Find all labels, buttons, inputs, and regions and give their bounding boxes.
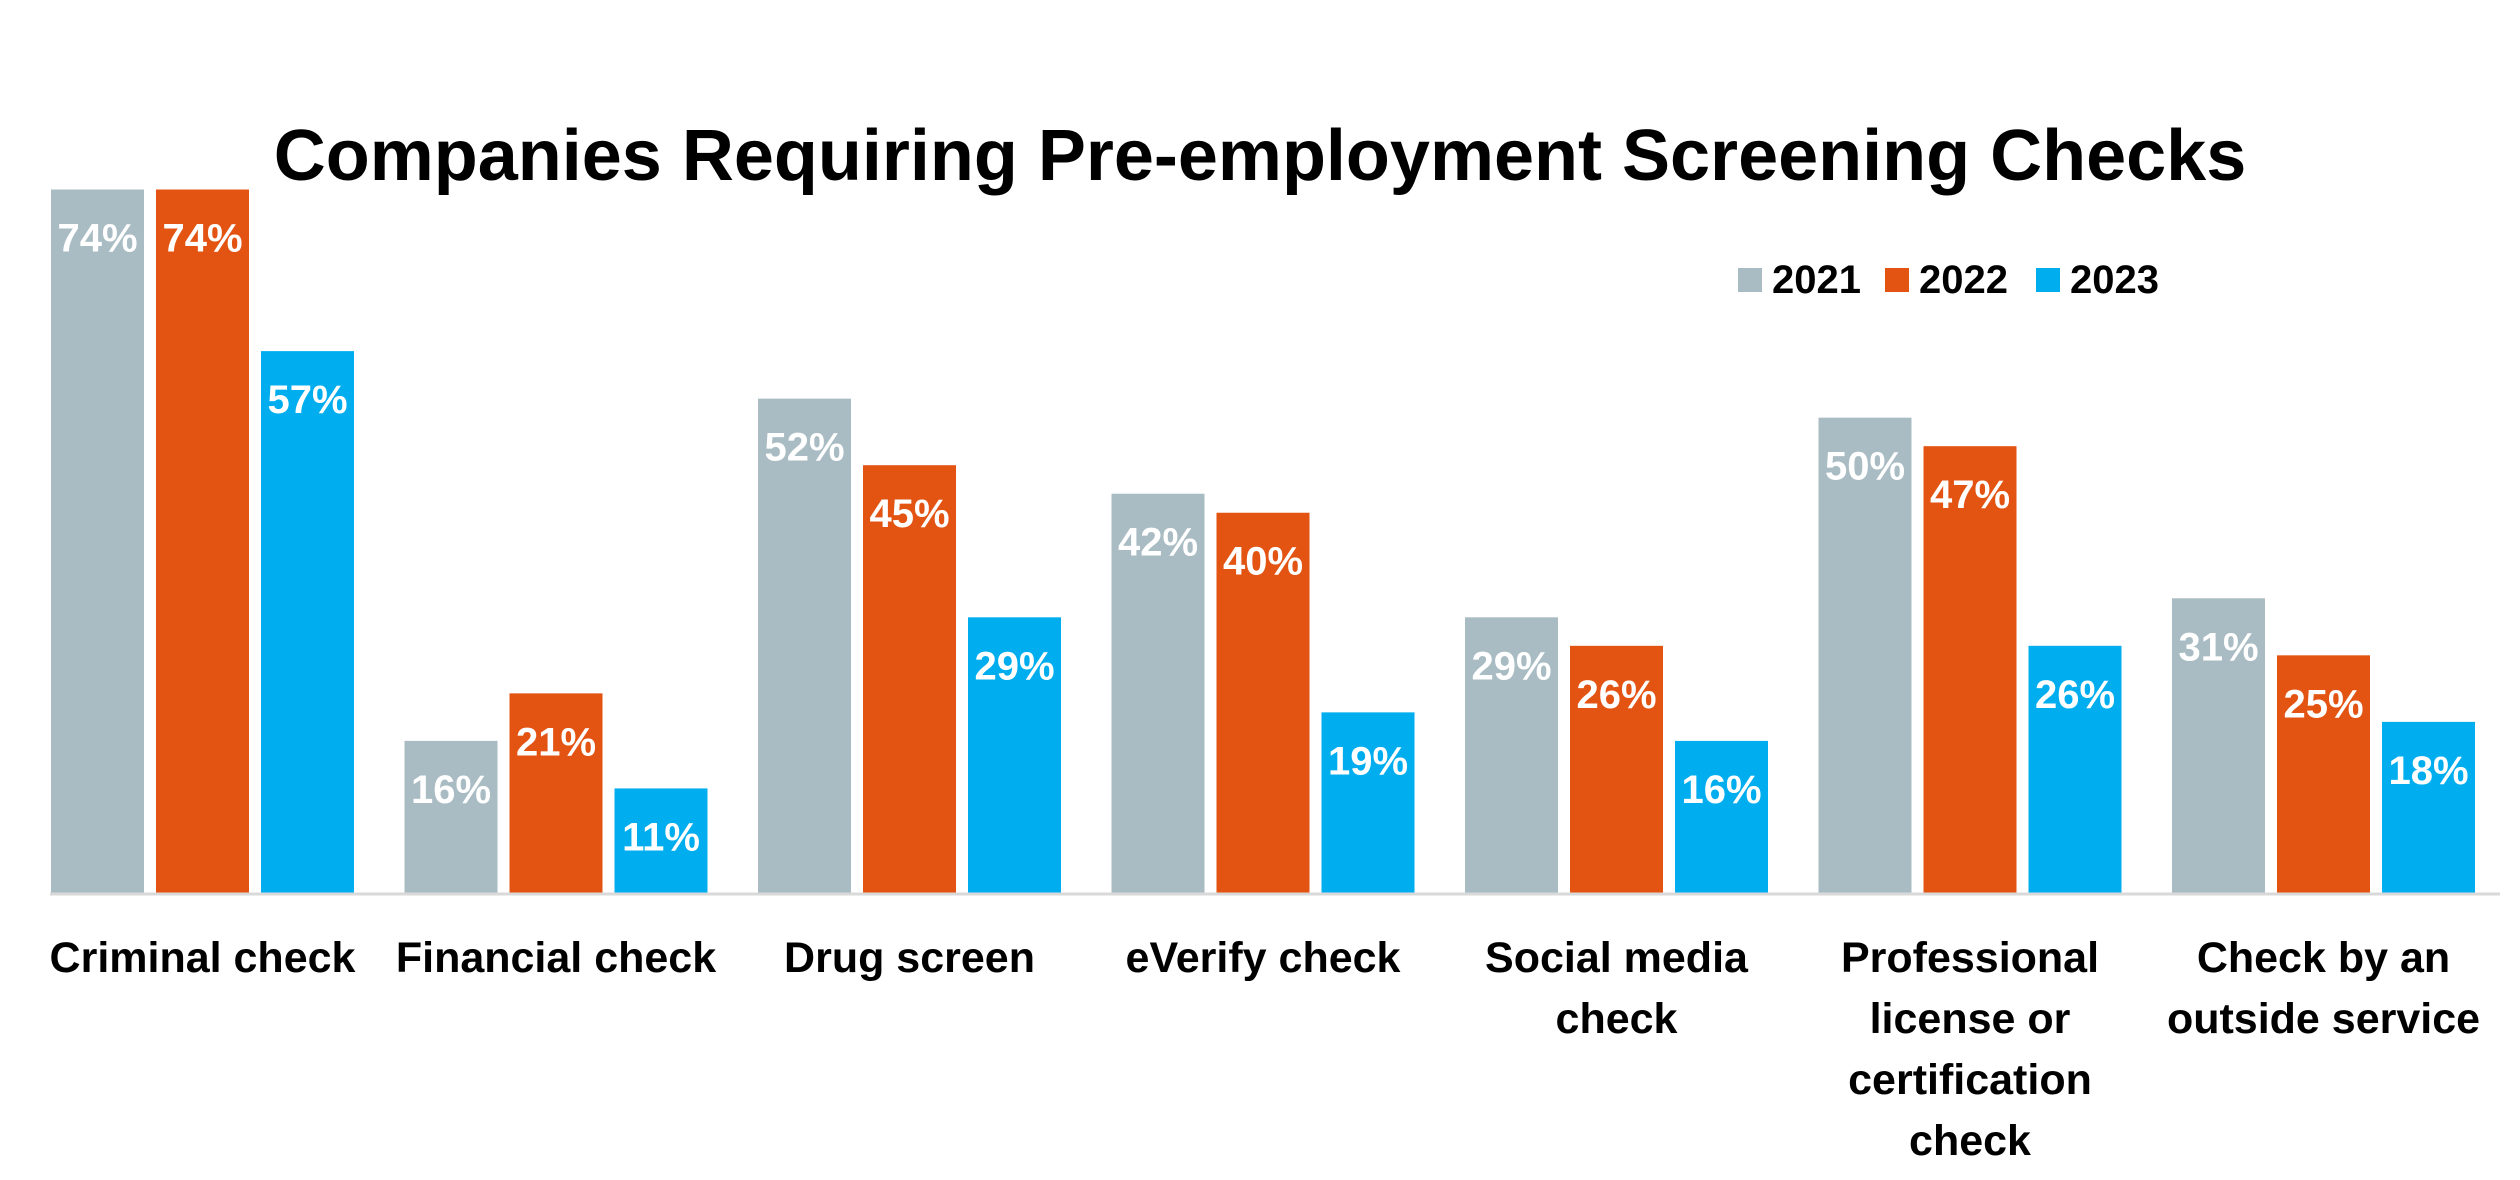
chart-title: Companies Requiring Pre-employment Scree… — [274, 116, 2247, 196]
data-label-2021-1: 16% — [411, 768, 491, 812]
bars-group — [51, 189, 2475, 894]
category-label-5-line-0: Professional — [1841, 934, 2099, 982]
bar-2021-6 — [2172, 598, 2265, 893]
bar-2023-4 — [1675, 740, 1768, 893]
data-label-2022-5: 47% — [1930, 473, 2010, 517]
bar-2021-0 — [51, 189, 144, 894]
data-label-2021-3: 42% — [1118, 521, 1198, 565]
bar-2023-1 — [614, 788, 708, 893]
data-labels-group: 74% 74% 57% 16% 21% 11% 52% 45% 29% 42% 40% 19% 29% 2… — [57, 217, 2468, 860]
bar-2022-3 — [1216, 512, 1310, 893]
bar-2022-4 — [1570, 645, 1663, 893]
data-label-2023-0: 57% — [267, 378, 347, 422]
bar-2023-6 — [2382, 721, 2475, 893]
bar-2021-2 — [758, 398, 851, 893]
data-label-2023-6: 18% — [2388, 749, 2468, 793]
legend-label-2022: 2022 — [1919, 258, 2008, 302]
bar-2022-6 — [2277, 655, 2370, 893]
category-labels-group: Criminal check Financial check Drug screen… — [50, 934, 2481, 1165]
bar-2023-0 — [261, 351, 354, 893]
category-label-1-line-0: Financial check — [396, 934, 716, 982]
legend-label-2023: 2023 — [2070, 258, 2159, 302]
category-label-4-line-1: check — [1556, 995, 1678, 1043]
data-label-2022-1: 21% — [516, 720, 596, 764]
data-label-2022-6: 25% — [2283, 682, 2363, 726]
legend-swatch-2021 — [1738, 268, 1762, 292]
bar-2021-3 — [1111, 493, 1205, 893]
category-label-0-line-0: Criminal check — [50, 934, 356, 982]
bar-2022-2 — [863, 465, 956, 893]
data-label-2021-6: 31% — [2178, 625, 2258, 669]
legend-swatch-2023 — [2036, 268, 2060, 292]
data-label-2022-2: 45% — [869, 492, 949, 536]
bar-2022-0 — [156, 189, 249, 894]
data-label-2023-4: 16% — [1681, 768, 1761, 812]
data-label-2023-5: 26% — [2035, 673, 2115, 717]
bar-2022-1 — [509, 693, 603, 893]
data-label-2023-2: 29% — [974, 644, 1054, 688]
category-label-3-line-0: eVerify check — [1126, 934, 1401, 982]
data-label-2022-0: 74% — [162, 217, 242, 261]
category-label-5-line-1: license or — [1870, 995, 2071, 1043]
bar-2022-5 — [1923, 446, 2017, 893]
bar-2021-1 — [404, 740, 498, 893]
category-label-6-line-1: outside service — [2167, 995, 2480, 1043]
category-label-2-line-0: Drug screen — [784, 934, 1035, 982]
data-label-2023-1: 11% — [622, 815, 700, 859]
legend-label-2021: 2021 — [1772, 258, 1861, 302]
bar-2023-2 — [968, 617, 1061, 893]
bar-2023-5 — [2028, 645, 2122, 893]
category-label-5-line-3: check — [1909, 1117, 2031, 1165]
data-label-2022-3: 40% — [1223, 540, 1303, 584]
data-label-2021-5: 50% — [1825, 445, 1905, 489]
data-label-2021-0: 74% — [57, 217, 137, 261]
bar-2021-5 — [1818, 417, 1912, 893]
bar-2021-4 — [1465, 617, 1558, 893]
data-label-2023-3: 19% — [1328, 739, 1408, 783]
data-label-2022-4: 26% — [1576, 673, 1656, 717]
data-label-2021-4: 29% — [1471, 644, 1551, 688]
legend-swatch-2022 — [1885, 268, 1909, 292]
legend: 2021 2022 2023 — [1738, 258, 2159, 302]
data-label-2021-2: 52% — [764, 426, 844, 470]
bar-2023-3 — [1321, 712, 1415, 893]
category-label-5-line-2: certification — [1848, 1056, 2092, 1104]
category-label-4-line-0: Social media — [1485, 934, 1749, 982]
category-label-6-line-0: Check by an — [2197, 934, 2450, 982]
